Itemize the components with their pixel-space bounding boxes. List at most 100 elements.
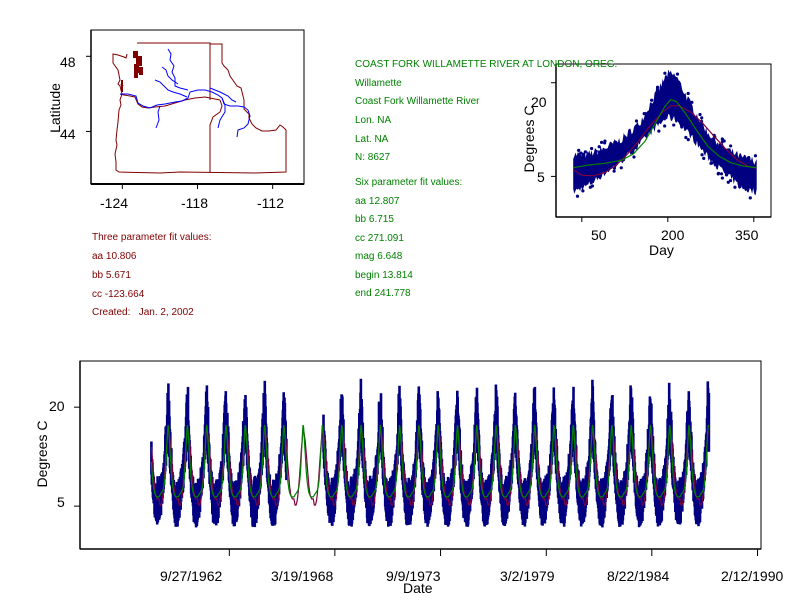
date-x-tick-label: 3/2/1979 xyxy=(500,568,555,584)
day-scatter-point xyxy=(738,185,742,189)
day-scatter-point xyxy=(753,154,758,158)
six-param-mag: mag 6.648 xyxy=(355,251,403,262)
day-scatter-point xyxy=(716,172,720,176)
day-scatter-point xyxy=(612,169,616,173)
wenatchee-river xyxy=(161,66,179,85)
date-x-tick-label: 2/12/1990 xyxy=(721,568,784,584)
day-scatter-point xyxy=(655,85,660,89)
state-borders xyxy=(112,42,287,174)
six-param-cc: cc 271.091 xyxy=(355,233,404,244)
date-y-tick-label: 20 xyxy=(49,398,65,414)
day-scatter-point xyxy=(700,116,704,120)
date-x-axis-label: Date xyxy=(403,580,433,596)
date-x-tick-label: 8/22/1984 xyxy=(607,568,670,584)
day-scatter-point xyxy=(663,124,667,128)
date-ticks xyxy=(74,406,759,556)
day-y-tick-label: 5 xyxy=(537,169,545,185)
day-scatter-point xyxy=(599,140,604,144)
day-y-axis-label: Degrees C xyxy=(521,105,537,173)
day-x-tick-label: 50 xyxy=(591,227,607,243)
day-scatter-point xyxy=(729,144,733,148)
day-y-tick-label: 20 xyxy=(531,94,547,110)
day-scatter-point xyxy=(686,138,690,142)
day-scatter-point xyxy=(603,141,607,145)
map-y-tick-label: 48 xyxy=(60,54,76,70)
day-scatter-point xyxy=(726,180,730,184)
day-scatter-point xyxy=(724,173,729,177)
wa-or-border xyxy=(119,93,221,109)
day-scatter-point xyxy=(733,185,737,189)
day-scatter-point xyxy=(680,125,684,129)
day-scatter-point xyxy=(672,123,676,127)
day-scatter-point xyxy=(698,112,702,117)
or-id-border xyxy=(209,99,223,172)
day-scatter-point xyxy=(589,146,594,151)
day-scatter-point xyxy=(575,194,580,198)
coast-detail xyxy=(120,80,124,92)
three-param-heading: Three parameter fit values: xyxy=(92,232,212,243)
day-scatter-point xyxy=(613,140,617,145)
station-lat: Lat. NA xyxy=(355,134,389,145)
three-param-aa: aa 10.806 xyxy=(92,251,137,262)
puget-sound-islands xyxy=(133,51,143,78)
day-scatter-points xyxy=(573,69,758,200)
day-scatter-point xyxy=(663,71,667,75)
date-chart xyxy=(74,360,762,556)
day-scatter-point xyxy=(650,98,654,102)
day-scatter-point xyxy=(690,100,694,104)
day-scatter-point xyxy=(581,189,585,193)
day-chart xyxy=(551,63,772,222)
day-scatter-point xyxy=(686,91,690,96)
wa-or-id-outline xyxy=(112,42,287,174)
day-scatter-point xyxy=(632,155,636,159)
date-six-param-fit-line xyxy=(150,424,710,498)
day-x-tick-label: 350 xyxy=(735,227,759,243)
day-scatter-point xyxy=(597,145,601,149)
day-scatter-point xyxy=(700,153,704,157)
day-three-param-fit-line xyxy=(572,105,757,177)
day-scatter-point xyxy=(594,149,598,153)
day-scatter-point xyxy=(657,129,661,133)
day-x-axis-label: Day xyxy=(649,242,674,258)
day-scatter-point xyxy=(655,87,660,92)
day-scatter-point xyxy=(675,72,680,76)
map-y-tick-label: 44 xyxy=(60,126,76,142)
day-scatter-point xyxy=(720,140,725,144)
day-scatter-point xyxy=(728,178,733,183)
spokane-river xyxy=(154,79,188,98)
three-param-bb: bb 5.671 xyxy=(92,270,131,281)
six-param-bb: bb 6.715 xyxy=(355,214,394,225)
clearwater-river xyxy=(209,87,237,103)
day-scatter-point xyxy=(588,185,592,189)
day-scatter-point xyxy=(579,151,583,155)
day-scatter-point xyxy=(720,176,724,180)
station-basin: Willamette xyxy=(355,78,402,89)
date-x-tick-label: 3/19/1968 xyxy=(271,568,334,584)
day-scatter-point xyxy=(642,111,646,116)
day-ticks xyxy=(551,82,755,222)
day-scatter-point xyxy=(634,119,639,123)
map-x-tick-label: -124 xyxy=(100,195,129,211)
six-param-aa: aa 12.807 xyxy=(355,196,400,207)
day-x-tick-label: 200 xyxy=(661,227,685,243)
day-scatter-point xyxy=(702,156,706,160)
six-param-heading: Six parameter fit values: xyxy=(355,177,463,188)
day-scatter-band xyxy=(573,69,757,196)
day-scatter-point xyxy=(747,155,751,160)
day-scatter-point xyxy=(619,166,623,170)
map-ticks xyxy=(86,55,274,189)
day-scatter-point xyxy=(577,148,581,152)
station-lon: Lon. NA xyxy=(355,115,392,126)
day-scatter-point xyxy=(748,196,752,200)
date-x-tick-label: 9/9/1973 xyxy=(386,568,441,584)
day-scatter-point xyxy=(684,135,688,140)
yakima-river xyxy=(167,48,189,91)
snake-river xyxy=(221,97,251,138)
station-n: N: 8627 xyxy=(355,152,391,163)
station-river: Coast Fork Willamette River xyxy=(355,96,480,107)
day-six-param-fit-line xyxy=(573,98,757,169)
map-y-axis-label: Latitude xyxy=(47,83,63,133)
date-y-axis-label: Degrees C xyxy=(34,420,50,488)
station-title: COAST FORK WILLAMETTE RIVER AT LONDON, O… xyxy=(355,59,618,70)
